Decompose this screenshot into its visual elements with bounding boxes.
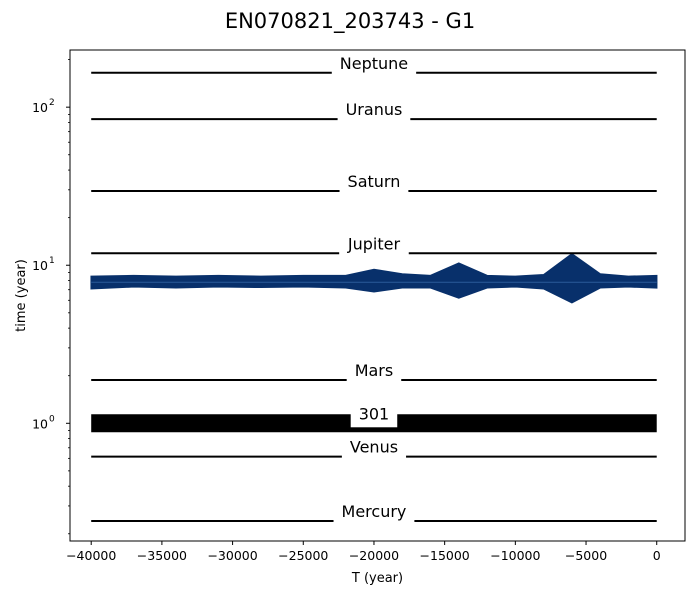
y-tick-exponent: 1 (49, 256, 55, 266)
reference-line-label-bg (341, 432, 407, 461)
reference-line-mercury: Mercury (91, 496, 657, 525)
y-tick-exponent: 2 (49, 98, 55, 108)
x-axis-label: T (year) (351, 571, 403, 586)
x-tick-label: −15000 (420, 548, 470, 563)
reference-line-label: Mars (355, 361, 394, 380)
x-tick-label: −20000 (349, 548, 399, 563)
reference-line-mars: Mars (91, 355, 657, 384)
reference-line-neptune: Neptune (91, 48, 657, 77)
y-tick-label: 10 (32, 416, 48, 431)
reference-line-label-bg (339, 166, 409, 195)
reference-line-301: 301 (91, 399, 657, 433)
reference-line-label: Jupiter (347, 234, 401, 253)
x-axis-ticks: −40000 −35000 −30000 −25000 −20000 −15000 −100… (66, 541, 661, 563)
y-tick-label: 10 (32, 258, 48, 273)
reference-line-label: Mercury (342, 502, 407, 521)
reference-line-saturn: Saturn (91, 166, 657, 195)
series-band-envelope (90, 252, 658, 304)
series-band (90, 252, 658, 304)
reference-line-label: Uranus (346, 100, 403, 119)
reference-line-label: 301 (359, 404, 390, 423)
y-tick-label: 10 (32, 100, 48, 115)
x-tick-label: −5000 (565, 548, 607, 563)
reference-line-uranus: Uranus (91, 95, 657, 124)
reference-line-label-bg (337, 95, 411, 124)
chart-title: EN070821_203743 - G1 (225, 9, 475, 34)
reference-line-label-bg (346, 355, 402, 384)
reference-line-label: Saturn (348, 172, 401, 191)
reference-line-venus: Venus (91, 432, 657, 461)
reference-line-label: Venus (350, 438, 398, 457)
reference-lines: Neptune Uranus Saturn Jupiter Mars 301 Venus Me… (91, 48, 657, 525)
x-tick-label: −30000 (207, 548, 257, 563)
reference-line-label-bg (331, 48, 417, 77)
reference-line-label-bg (339, 229, 409, 258)
reference-line-label-bg (350, 399, 398, 428)
x-tick-label: −25000 (278, 548, 328, 563)
x-tick-label: −40000 (66, 548, 116, 563)
x-tick-label: −35000 (137, 548, 187, 563)
reference-line-jupiter: Jupiter (91, 229, 657, 258)
reference-line-label: Neptune (340, 54, 408, 73)
reference-line-label-bg (333, 496, 415, 525)
x-tick-label: −10000 (490, 548, 540, 563)
y-axis-label: time (year) (14, 259, 29, 332)
y-tick-exponent: 0 (49, 414, 55, 424)
plot-frame (69, 49, 686, 542)
x-tick-label: 0 (653, 548, 661, 563)
